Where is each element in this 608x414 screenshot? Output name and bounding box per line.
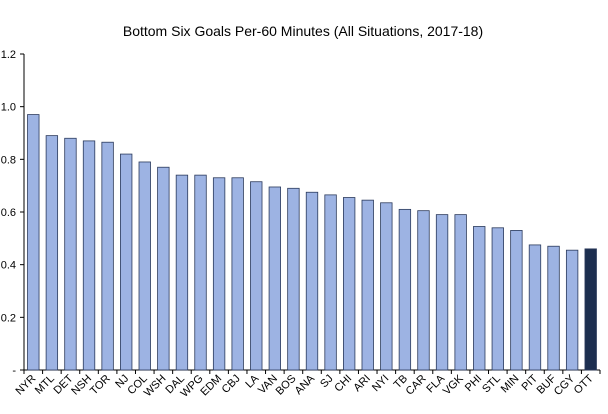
bar-stl [491, 227, 504, 371]
bar-cbj [231, 177, 244, 371]
bar-vgk [454, 214, 467, 371]
bar-nsh [82, 140, 96, 371]
bar-min [510, 230, 523, 371]
y-tick-label: 1.0 [1, 102, 16, 114]
bar-pit [528, 244, 542, 371]
bar-tb [398, 208, 412, 371]
y-axis-labels: - 0.2 0.4 0.6 0.8 1.0 1.2 [1, 49, 17, 377]
x-tick-label-cbj: CBJ [220, 373, 243, 396]
bar-chi [342, 197, 356, 371]
bar-mtl [45, 135, 59, 371]
bar-nj [120, 153, 133, 371]
y-tick-label: 0.2 [1, 312, 16, 324]
bar-dal [175, 174, 189, 371]
x-tick-label-ari: ARI [351, 373, 372, 394]
x-tick-label-ott: OTT [572, 372, 596, 396]
y-tick-label: 0.4 [1, 260, 16, 272]
bar-nyi [380, 202, 393, 371]
bar-fla [435, 214, 449, 371]
bar-buf [547, 245, 560, 371]
y-tick-label: - [12, 365, 16, 377]
x-tick-label-min: MIN [499, 373, 522, 396]
x-tick-label-mtl: MTL [33, 373, 57, 397]
bar-sj [324, 194, 337, 371]
bar-la [250, 181, 263, 371]
bar-van [268, 186, 281, 371]
x-tick-label-chi: CHI [332, 373, 354, 395]
chart-title: Bottom Six Goals Per-60 Minutes (All Sit… [123, 23, 483, 39]
bar-ott [584, 248, 597, 371]
axes [20, 53, 601, 374]
y-tick-label: 0.6 [1, 207, 16, 219]
bars [27, 114, 597, 371]
bar-tor [101, 141, 114, 371]
bar-wpg [194, 174, 207, 371]
bar-car [417, 210, 430, 371]
y-tick-label: 0.8 [1, 154, 16, 166]
x-tick-label-ana: ANA [293, 372, 318, 397]
x-tick-label-stl: STL [480, 373, 503, 396]
x-tick-label-tor: TOR [88, 373, 113, 398]
x-tick-label-nyi: NYI [370, 373, 391, 394]
bar-cgy [565, 249, 579, 371]
x-tick-label-phi: PHI [463, 373, 484, 394]
bar-det [64, 137, 77, 371]
bar-ana [305, 191, 319, 371]
bar-col [138, 161, 151, 371]
bar-phi [473, 226, 486, 371]
bar-edm [212, 177, 226, 371]
bar-bos [287, 187, 300, 371]
bar-wsh [157, 166, 170, 371]
y-tick-label: 1.2 [1, 49, 16, 61]
bar-ari [361, 199, 374, 371]
bar-nyr [27, 114, 40, 371]
